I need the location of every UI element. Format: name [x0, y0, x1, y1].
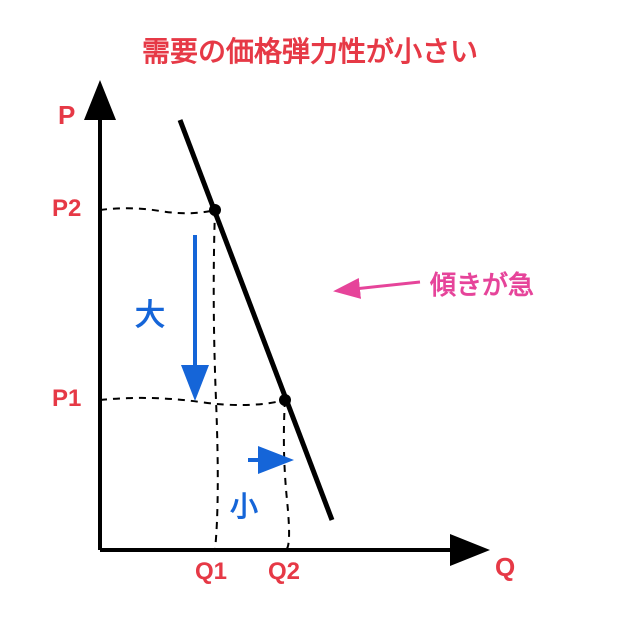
x-axis-label: Q: [495, 552, 515, 583]
chart-svg: [0, 0, 620, 625]
tick-p2: P2: [52, 195, 81, 223]
slope-label: 傾きが急: [430, 265, 534, 302]
guide-p2: [100, 208, 215, 213]
big-label: 大: [135, 290, 165, 334]
tick-p1: P1: [52, 385, 81, 413]
tick-q1: Q1: [195, 558, 227, 586]
tick-q2: Q2: [268, 558, 300, 586]
point-p1: [279, 394, 291, 406]
small-label: 小: [230, 485, 258, 525]
guide-q2: [284, 400, 289, 550]
point-p2: [209, 204, 221, 216]
guide-q1: [214, 210, 218, 550]
y-axis-label: P: [58, 100, 75, 131]
chart-container: 需要の価格弾力性が小さい: [0, 0, 620, 625]
guide-p1: [100, 398, 285, 405]
slope-arrow: [345, 282, 420, 290]
